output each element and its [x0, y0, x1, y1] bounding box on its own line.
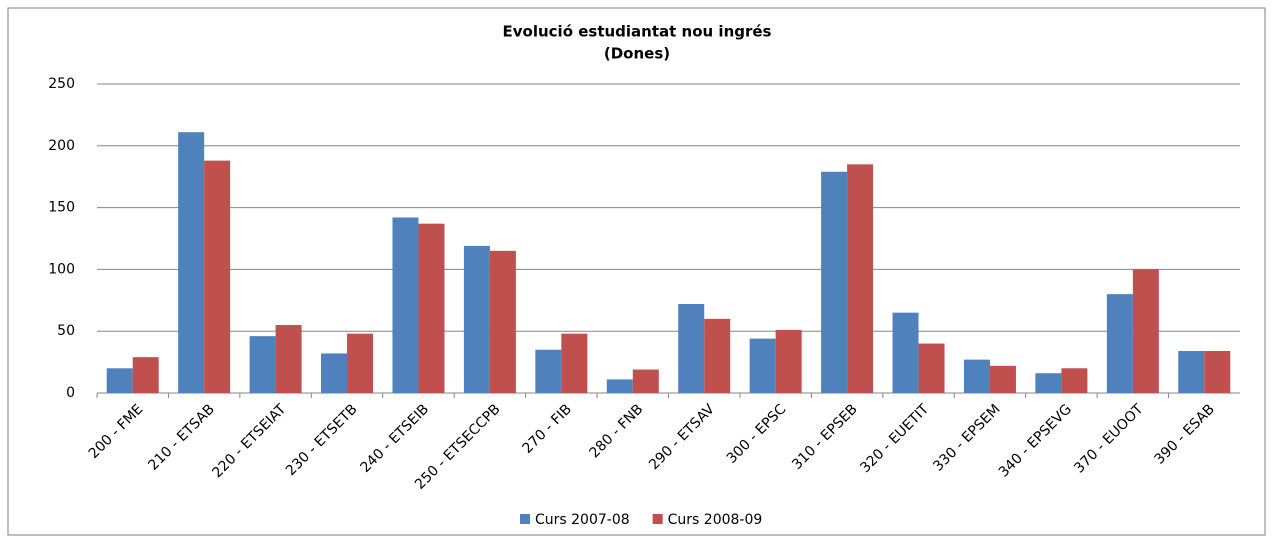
bar	[1178, 350, 1205, 393]
bar	[892, 312, 919, 393]
bar	[275, 325, 302, 393]
bar	[347, 333, 374, 393]
bar	[704, 318, 731, 393]
bar	[561, 333, 588, 393]
y-tick-label: 150	[48, 200, 75, 216]
y-tick-label: 0	[66, 385, 75, 401]
legend-swatch	[520, 514, 530, 524]
bar	[821, 171, 848, 393]
bar	[847, 164, 874, 393]
y-tick-label: 100	[48, 261, 75, 277]
bar	[749, 338, 776, 393]
legend-swatch	[652, 514, 663, 524]
bar	[989, 365, 1016, 393]
bar	[963, 359, 990, 393]
y-tick-label: 200	[48, 138, 75, 154]
chart-title: Evolució estudiantat nou ingrés	[503, 23, 772, 41]
legend-label: Curs 2008-09	[668, 512, 763, 528]
bar	[632, 369, 659, 393]
bar	[918, 343, 945, 393]
y-tick-label: 50	[57, 323, 75, 339]
bar	[106, 368, 133, 393]
bar	[1061, 368, 1088, 393]
bar	[249, 336, 276, 393]
legend-label: Curs 2007-08	[535, 512, 630, 528]
bar	[392, 217, 419, 393]
bar	[178, 132, 205, 394]
bar	[1035, 373, 1062, 393]
bar	[1132, 269, 1159, 393]
bar	[1106, 294, 1133, 393]
bar	[535, 349, 562, 393]
y-tick-label: 250	[48, 76, 75, 92]
bar	[1204, 350, 1231, 393]
bar	[321, 353, 348, 393]
bar	[204, 160, 231, 393]
bar	[678, 304, 705, 393]
bar	[132, 357, 159, 393]
bar	[489, 250, 516, 393]
bar	[418, 223, 445, 393]
bar	[463, 245, 490, 393]
chart-subtitle: (Dones)	[604, 45, 670, 63]
bar	[775, 329, 802, 393]
bar	[606, 379, 633, 393]
